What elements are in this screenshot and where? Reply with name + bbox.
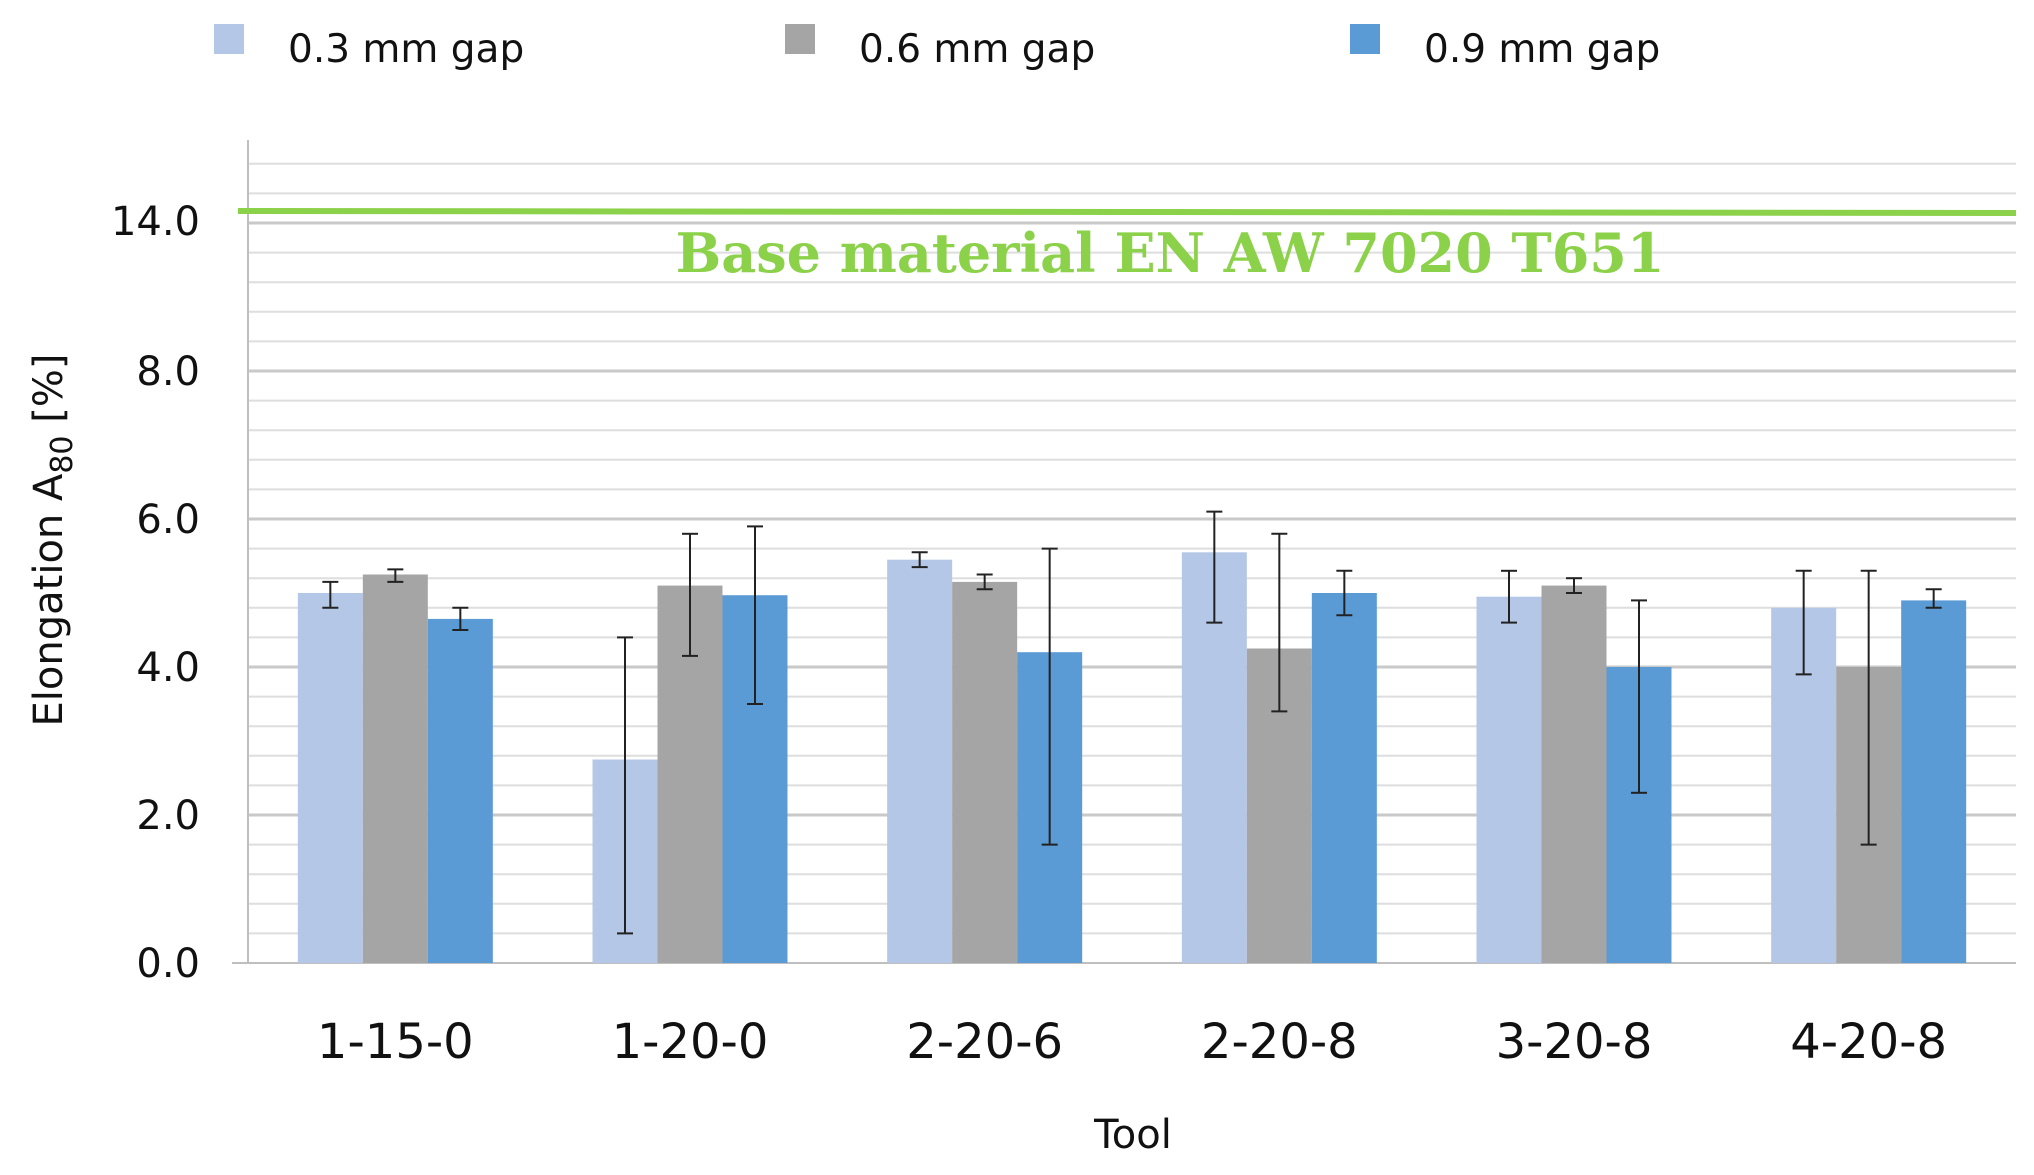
legend-item-0.3mm: 0.3 mm gap (214, 14, 524, 84)
legend-swatch-0.3mm (214, 24, 244, 54)
y-axis-title: Elongation A80 [%] (26, 354, 80, 727)
bar-1-15-0-1 (362, 574, 428, 963)
error-bar-1-15-0-0 (322, 580, 339, 609)
error-bar-2-20-8-1 (1271, 532, 1288, 713)
error-bar-1-20-0-2 (747, 525, 763, 705)
error-bar-2-20-6-1 (976, 573, 993, 591)
axes (232, 140, 2016, 964)
error-bar-2-20-6-0 (911, 551, 928, 569)
legend-swatch-0.9mm (1350, 24, 1380, 54)
bar-1-15-0-0 (297, 593, 363, 963)
bar-2-20-8-2 (1311, 593, 1377, 963)
y-tick-label: 6.0 (136, 497, 200, 543)
bar-3-20-8-0 (1476, 596, 1542, 963)
x-tick-label: 4-20-8 (1790, 1014, 1947, 1070)
error-bar-2-20-6-2 (1041, 547, 1058, 846)
gridlines (248, 162, 2016, 935)
chart-legend: 0.3 mm gap 0.6 mm gap 0.9 mm gap (0, 14, 2034, 94)
error-bar-3-20-8-1 (1566, 577, 1582, 594)
error-bar-1-20-0-0 (617, 636, 633, 935)
x-tick-label: 3-20-8 (1496, 1014, 1653, 1070)
y-tick-label: 14.0 (111, 199, 200, 245)
bar-1-15-0-2 (427, 618, 493, 963)
x-axis-title: Tool (1093, 1112, 1172, 1158)
error-bar-1-20-0-1 (682, 532, 698, 657)
x-tick-label: 1-15-0 (317, 1014, 474, 1070)
legend-label-0.3mm: 0.3 mm gap (288, 26, 525, 72)
legend-item-0.9mm: 0.9 mm gap (1350, 14, 1660, 84)
error-bar-2-20-8-0 (1206, 510, 1223, 624)
y-tick-label: 0.0 (136, 941, 200, 987)
bar-2-20-6-1 (952, 581, 1018, 963)
y-tick-label: 8.0 (136, 349, 200, 395)
x-tick-label: 2-20-8 (1201, 1014, 1358, 1070)
legend-swatch-0.6mm (785, 24, 815, 54)
error-bar-4-20-8-0 (1795, 569, 1812, 676)
error-bars (322, 510, 1942, 935)
error-bar-2-20-8-2 (1336, 569, 1353, 617)
reference-line-group: Base material EN AW 7020 T651 (237, 208, 2017, 285)
legend-item-0.6mm: 0.6 mm gap (785, 14, 1095, 84)
bars (297, 552, 1967, 963)
legend-label-0.6mm: 0.6 mm gap (859, 26, 1096, 72)
y-tick-label: 4.0 (136, 645, 200, 691)
bar-3-20-8-1 (1541, 585, 1607, 963)
bar-2-20-6-0 (887, 559, 953, 963)
error-bar-4-20-8-2 (1925, 588, 1942, 609)
reference-line (237, 208, 2017, 216)
error-bar-3-20-8-2 (1631, 599, 1647, 794)
error-bar-4-20-8-1 (1860, 569, 1877, 846)
y-tick-label: 2.0 (136, 793, 200, 839)
x-tick-label: 2-20-6 (906, 1014, 1063, 1070)
reference-line-label: Base material EN AW 7020 T651 (676, 221, 1665, 285)
legend-label-0.9mm: 0.9 mm gap (1424, 26, 1661, 72)
error-bar-1-15-0-1 (387, 568, 404, 583)
error-bar-1-15-0-2 (452, 606, 469, 631)
labels: 0.0 2.0 4.0 6.0 8.0 14.0 1-15-0 1-20-0 2-20-6 2-2… (26, 199, 1947, 1158)
bar-4-20-8-2 (1901, 600, 1967, 963)
x-tick-label: 1-20-0 (612, 1014, 769, 1070)
error-bar-3-20-8-0 (1501, 569, 1517, 624)
